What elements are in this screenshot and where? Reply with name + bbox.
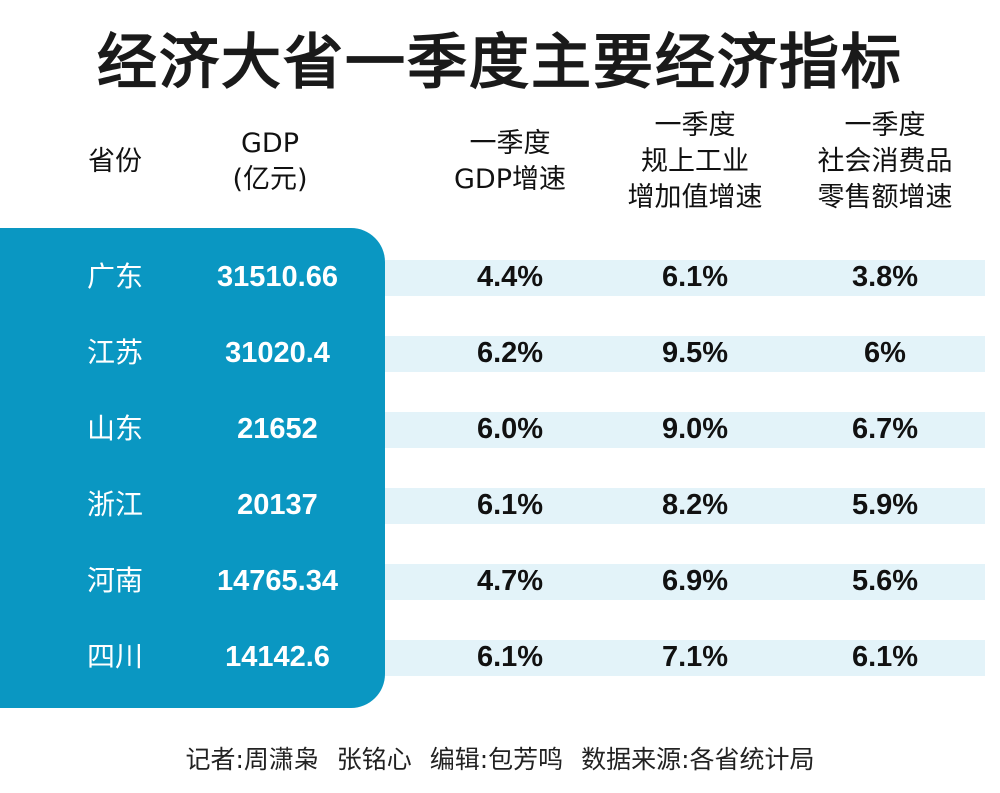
row-stripe (385, 564, 985, 600)
province-cell: 广东 (86, 260, 143, 293)
retail-growth-cell: 6.7% (851, 413, 919, 445)
header-line: 增加值增速 (627, 182, 763, 213)
gdp-cell: 31020.4 (225, 337, 330, 369)
gdp-growth-cell: 4.7% (476, 565, 544, 597)
gdp-growth-cell: 6.1% (476, 489, 544, 521)
header-line: 省份 (88, 146, 142, 177)
province-gdp-panel (0, 228, 385, 708)
header-line: GDP (241, 128, 299, 159)
header-line: 规上工业 (641, 146, 749, 177)
gdp-cell: 14765.34 (217, 565, 338, 597)
credits-footer: 记者:周潇枭 张铭心 编辑:包芳鸣 数据来源:各省统计局 (185, 745, 815, 774)
province-cell: 河南 (86, 564, 143, 597)
header-line: 一季度 (654, 110, 736, 141)
industry-growth-cell: 9.0% (661, 413, 729, 445)
industry-growth-cell: 6.1% (661, 261, 729, 293)
row-stripe (385, 260, 985, 296)
industry-growth-cell: 7.1% (661, 641, 729, 673)
retail-growth-cell: 3.8% (851, 261, 919, 293)
industry-growth-cell: 8.2% (661, 489, 729, 521)
header-line: 一季度 (844, 110, 926, 141)
province-cell: 江苏 (86, 336, 143, 369)
header-retail-growth: 一季度 社会消费品 零售额增速 (795, 108, 975, 216)
header-line: (亿元) (232, 164, 308, 195)
gdp-growth-cell: 6.1% (476, 641, 544, 673)
header-line: 零售额增速 (817, 182, 953, 213)
row-stripe (385, 640, 985, 676)
header-gdp: GDP (亿元) (200, 126, 340, 198)
retail-growth-cell: 6% (864, 337, 906, 369)
gdp-cell: 20137 (237, 489, 318, 521)
retail-growth-cell: 6.1% (851, 641, 919, 673)
gdp-growth-cell: 6.2% (476, 337, 544, 369)
retail-growth-cell: 5.6% (851, 565, 919, 597)
header-line: 一季度 (469, 128, 551, 159)
retail-growth-cell: 5.9% (851, 489, 919, 521)
header-industry-growth: 一季度 规上工业 增加值增速 (605, 108, 785, 216)
gdp-growth-cell: 6.0% (476, 413, 544, 445)
header-line: GDP增速 (454, 164, 566, 195)
gdp-cell: 31510.66 (217, 261, 338, 293)
header-line: 社会消费品 (817, 146, 953, 177)
province-cell: 浙江 (86, 488, 143, 521)
header-gdp-growth: 一季度 GDP增速 (420, 126, 600, 198)
chart-title: 经济大省一季度主要经济指标 (97, 28, 903, 98)
province-cell: 四川 (86, 640, 143, 673)
row-stripe (385, 336, 985, 372)
row-stripe (385, 488, 985, 524)
industry-growth-cell: 6.9% (661, 565, 729, 597)
gdp-cell: 14142.6 (225, 641, 330, 673)
province-cell: 山东 (86, 412, 143, 445)
gdp-growth-cell: 4.4% (476, 261, 544, 293)
gdp-cell: 21652 (237, 413, 318, 445)
header-province: 省份 (40, 144, 190, 180)
row-stripe (385, 412, 985, 448)
industry-growth-cell: 9.5% (661, 337, 729, 369)
